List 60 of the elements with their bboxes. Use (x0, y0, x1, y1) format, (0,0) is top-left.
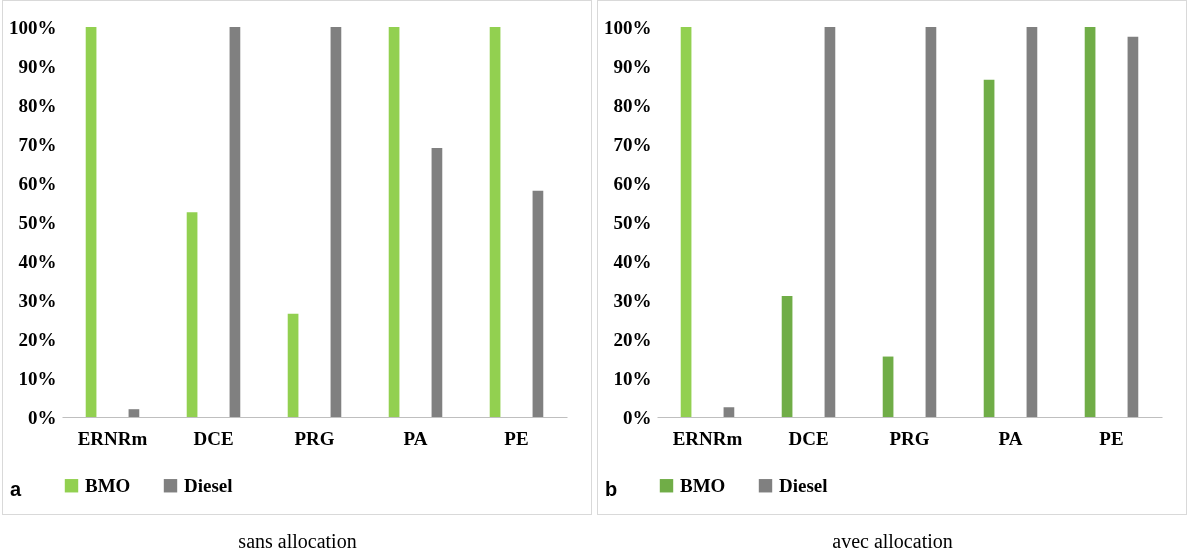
bar (229, 27, 241, 417)
x-tick-label: PE (504, 427, 529, 449)
bar (882, 356, 894, 417)
y-tick-label: 10% (613, 367, 652, 389)
text: a (10, 478, 22, 501)
y-tick-label: 40% (613, 250, 652, 272)
text: b (605, 478, 618, 501)
legend-label: BMO (680, 474, 726, 496)
legend-label: Diesel (184, 474, 233, 496)
text: avec allocation (831, 530, 954, 553)
y-tick-label: 30% (18, 289, 57, 311)
x-tick-label: PA (998, 427, 1023, 449)
y-tick-label: 0% (623, 406, 652, 428)
y-tick-label: 50% (613, 211, 652, 233)
y-tick-label: 90% (18, 55, 57, 77)
y-tick-label: 40% (18, 250, 57, 272)
bar (680, 27, 692, 417)
y-tick-label: 20% (613, 328, 652, 350)
bar (824, 27, 836, 417)
text: sans allocation (237, 530, 358, 553)
y-tick-label: 80% (18, 94, 57, 116)
x-tick-label: PRG (294, 427, 335, 449)
bar (983, 79, 995, 417)
y-tick-label: 60% (18, 172, 57, 194)
bar (1026, 27, 1038, 417)
x-tick-label: PA (403, 427, 428, 449)
x-tick-label: PE (1099, 427, 1124, 449)
bar (330, 27, 342, 417)
x-tick-label: ERNRm (672, 427, 743, 449)
bar (1127, 36, 1139, 417)
x-tick-label: ERNRm (77, 427, 148, 449)
y-tick-label: 20% (18, 328, 57, 350)
y-tick-label: 100% (604, 16, 652, 38)
bar (1084, 27, 1096, 417)
bar (388, 27, 400, 417)
y-tick-label: 80% (613, 94, 652, 116)
y-tick-label: 60% (613, 172, 652, 194)
bar (532, 190, 544, 417)
bar (186, 212, 198, 417)
y-tick-label: 50% (18, 211, 57, 233)
x-tick-label: DCE (788, 427, 829, 449)
bar (723, 407, 735, 417)
bar (925, 27, 937, 417)
bar (128, 409, 140, 417)
y-tick-label: 70% (613, 133, 652, 155)
x-tick-label: DCE (193, 427, 234, 449)
bar (431, 147, 443, 417)
bar (287, 313, 299, 417)
y-tick-label: 30% (613, 289, 652, 311)
x-tick-label: PRG (889, 427, 930, 449)
y-tick-label: 10% (18, 367, 57, 389)
y-tick-label: 0% (28, 406, 57, 428)
bar (781, 296, 793, 417)
bar (85, 27, 97, 417)
y-tick-label: 100% (9, 16, 57, 38)
y-tick-label: 70% (18, 133, 57, 155)
y-tick-label: 90% (613, 55, 652, 77)
legend-label: BMO (85, 474, 131, 496)
legend-label: Diesel (779, 474, 828, 496)
bar (489, 27, 501, 417)
